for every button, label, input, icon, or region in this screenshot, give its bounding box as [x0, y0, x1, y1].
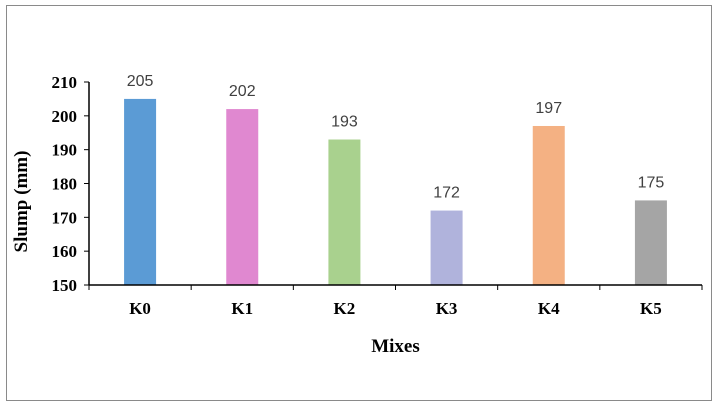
y-tick-label-190: 190: [52, 141, 78, 160]
data-label-k2: 193: [331, 114, 358, 131]
x-tick-label-k0: K0: [129, 299, 151, 318]
x-tick-label-k3: K3: [436, 299, 458, 318]
bar-k1: [226, 109, 259, 285]
bar-k0: [124, 98, 157, 286]
bar-k3: [430, 210, 463, 285]
x-tick-label-k4: K4: [538, 299, 560, 318]
y-tick-label-200: 200: [52, 107, 78, 126]
y-tick-label-170: 170: [52, 208, 78, 227]
x-tick-label-k1: K1: [231, 299, 253, 318]
y-tick-label-180: 180: [52, 175, 78, 194]
x-tick-label-k2: K2: [334, 299, 356, 318]
bar-k5: [634, 200, 667, 285]
data-label-k0: 205: [127, 73, 154, 90]
y-tick-label-160: 160: [52, 242, 78, 261]
x-tick-label-k5: K5: [640, 299, 662, 318]
x-axis-title: Mixes: [371, 336, 420, 357]
bar-k4: [532, 125, 565, 285]
bars-group: [124, 98, 667, 286]
data-label-k3: 172: [433, 185, 460, 202]
data-label-k1: 202: [229, 83, 256, 100]
x-ticks-group: K0 K1 K2 K3 K4 K5: [88, 285, 703, 318]
bar-k2: [328, 139, 361, 285]
y-ticks-group: 150 160 170 180 190 200 210: [52, 73, 89, 295]
y-axis-title: Slump (mm): [11, 151, 32, 253]
data-labels-group: 205 202 193 172 197 175: [127, 73, 665, 202]
data-label-k4: 197: [535, 100, 562, 117]
y-tick-label-210: 210: [52, 73, 78, 92]
y-tick-label-150: 150: [52, 276, 78, 295]
data-label-k5: 175: [638, 174, 665, 191]
